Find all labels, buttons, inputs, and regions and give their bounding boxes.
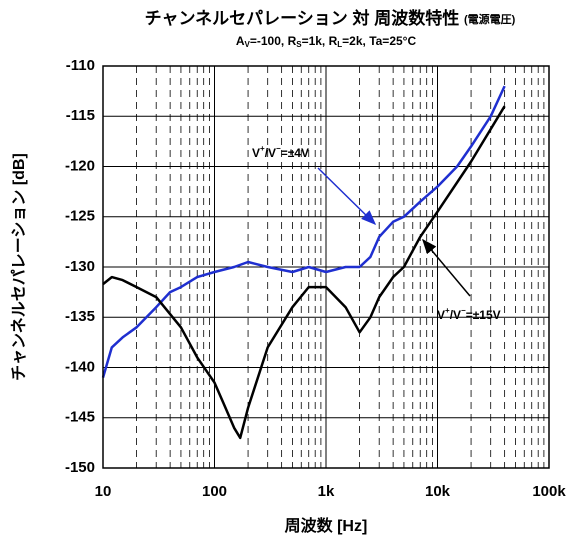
y-tick-label: -115	[66, 107, 95, 124]
y-tick-label: -110	[66, 57, 95, 74]
x-tick-label: 100	[202, 483, 227, 500]
annotation: V+/V−=±4V	[252, 144, 309, 160]
series-line	[101, 85, 506, 378]
grid	[102, 65, 550, 469]
y-tick-label: -150	[65, 459, 95, 476]
y-tick-label: -130	[65, 258, 95, 275]
x-tick-label: 1k	[318, 483, 335, 500]
y-axis-label: チャンネルセパレーション [dB]	[10, 153, 28, 381]
chart-title: チャンネルセパレーション 対 周波数特性 (電源電圧)	[145, 8, 516, 28]
x-tick-label: 100k	[532, 483, 566, 500]
y-tick-label: -145	[65, 409, 95, 426]
y-tick-label: -135	[65, 308, 95, 325]
y-tick-label: -125	[65, 208, 95, 225]
y-tick-label: -120	[65, 157, 95, 174]
x-tick-label: 10	[95, 483, 112, 500]
chart-subtitle: AV=-100, RS=1k, RL=2k, Ta=25°C	[236, 34, 417, 49]
plot-frame	[102, 65, 550, 469]
arrow	[422, 238, 471, 297]
arrow	[317, 167, 377, 226]
x-tick-label: 10k	[425, 483, 451, 500]
y-tick-label: -140	[65, 358, 95, 375]
x-axis-label: 周波数 [Hz]	[285, 516, 368, 535]
annotation: V+/V−=±15V	[437, 306, 501, 322]
lines	[101, 85, 506, 440]
series-line	[102, 105, 506, 440]
